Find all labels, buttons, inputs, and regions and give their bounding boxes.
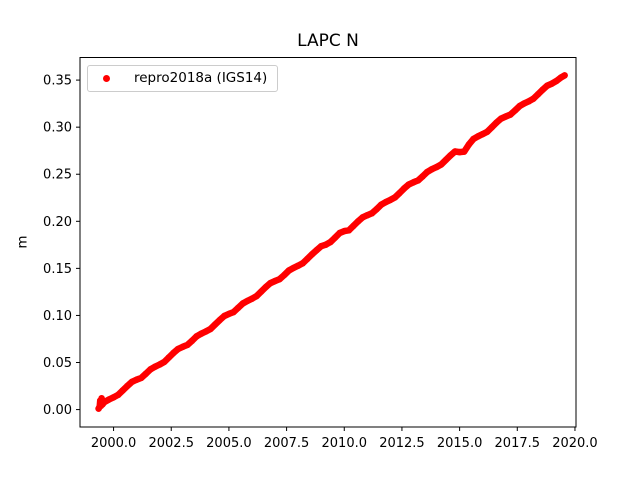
data-point — [308, 251, 316, 258]
x-tick-label: 2000.0 — [91, 436, 137, 451]
y-tick-label: 0.00 — [43, 403, 72, 418]
data-point — [511, 107, 519, 114]
data-point — [561, 72, 568, 79]
data-point — [539, 86, 546, 93]
data-point — [281, 271, 288, 279]
data-point — [433, 163, 440, 171]
data-point — [262, 283, 269, 291]
data-point — [304, 255, 311, 262]
data-point — [350, 222, 357, 229]
legend: repro2018a (IGS14) — [87, 65, 279, 92]
data-point — [101, 398, 108, 406]
data-point — [313, 247, 320, 254]
data-point — [419, 173, 426, 180]
y-tick-label: 0.30 — [43, 121, 72, 136]
y-tick-label: 0.05 — [43, 356, 72, 371]
x-tick-label: 2005.0 — [206, 436, 252, 451]
data-point — [488, 124, 496, 131]
y-tick-label: 0.10 — [43, 309, 72, 324]
data-point — [368, 210, 376, 217]
data-point — [442, 156, 449, 164]
legend-marker-icon — [103, 75, 110, 82]
chart-title: LAPC N — [297, 31, 359, 51]
x-tick-label: 2007.5 — [264, 436, 310, 451]
legend-label: repro2018a (IGS14) — [134, 69, 268, 86]
y-tick-label: 0.35 — [43, 74, 72, 89]
data-point — [202, 328, 209, 335]
data-point — [327, 238, 334, 246]
data-point — [276, 275, 283, 283]
data-point — [211, 321, 219, 328]
data-point — [115, 391, 122, 398]
x-tick-label: 2017.5 — [495, 436, 541, 451]
data-point — [331, 234, 339, 241]
data-point — [188, 337, 196, 344]
data-point — [507, 111, 514, 118]
data-point — [438, 161, 445, 168]
data-point — [401, 185, 408, 192]
data-point — [258, 288, 265, 295]
data-point — [493, 119, 500, 126]
data-point — [161, 358, 168, 366]
data-point — [207, 325, 214, 333]
x-tick-label: 2012.5 — [379, 436, 425, 451]
data-point — [170, 349, 177, 357]
data-point — [124, 382, 131, 390]
data-point — [447, 152, 454, 159]
data-point — [534, 91, 542, 98]
y-axis-label: m — [14, 235, 31, 249]
data-point — [354, 218, 362, 225]
data-point — [530, 95, 537, 102]
data-point — [465, 141, 472, 148]
axes-frame — [79, 57, 577, 428]
x-tick-label: 2002.5 — [148, 436, 194, 451]
data-point — [184, 341, 191, 349]
data-point — [391, 194, 399, 201]
y-tick-label: 0.15 — [43, 262, 72, 277]
data-point — [484, 128, 491, 135]
data-point — [345, 227, 353, 234]
x-tick-label: 2010.0 — [322, 436, 368, 451]
data-point — [234, 304, 242, 312]
x-tick-label: 2020.0 — [552, 436, 598, 451]
data-point — [553, 77, 560, 85]
data-point — [253, 292, 260, 300]
y-tick-label: 0.20 — [43, 215, 72, 230]
data-point — [299, 260, 306, 267]
x-tick-label: 2015.0 — [437, 436, 483, 451]
data-point — [216, 316, 223, 324]
data-point — [396, 189, 403, 197]
data-point — [461, 148, 468, 155]
data-point — [119, 387, 127, 394]
data-point — [138, 374, 145, 382]
data-point — [230, 308, 237, 316]
data-point — [142, 370, 150, 377]
data-point — [165, 354, 173, 361]
data-point — [414, 177, 422, 184]
y-tick-label: 0.25 — [43, 168, 72, 183]
data-point — [373, 206, 380, 213]
